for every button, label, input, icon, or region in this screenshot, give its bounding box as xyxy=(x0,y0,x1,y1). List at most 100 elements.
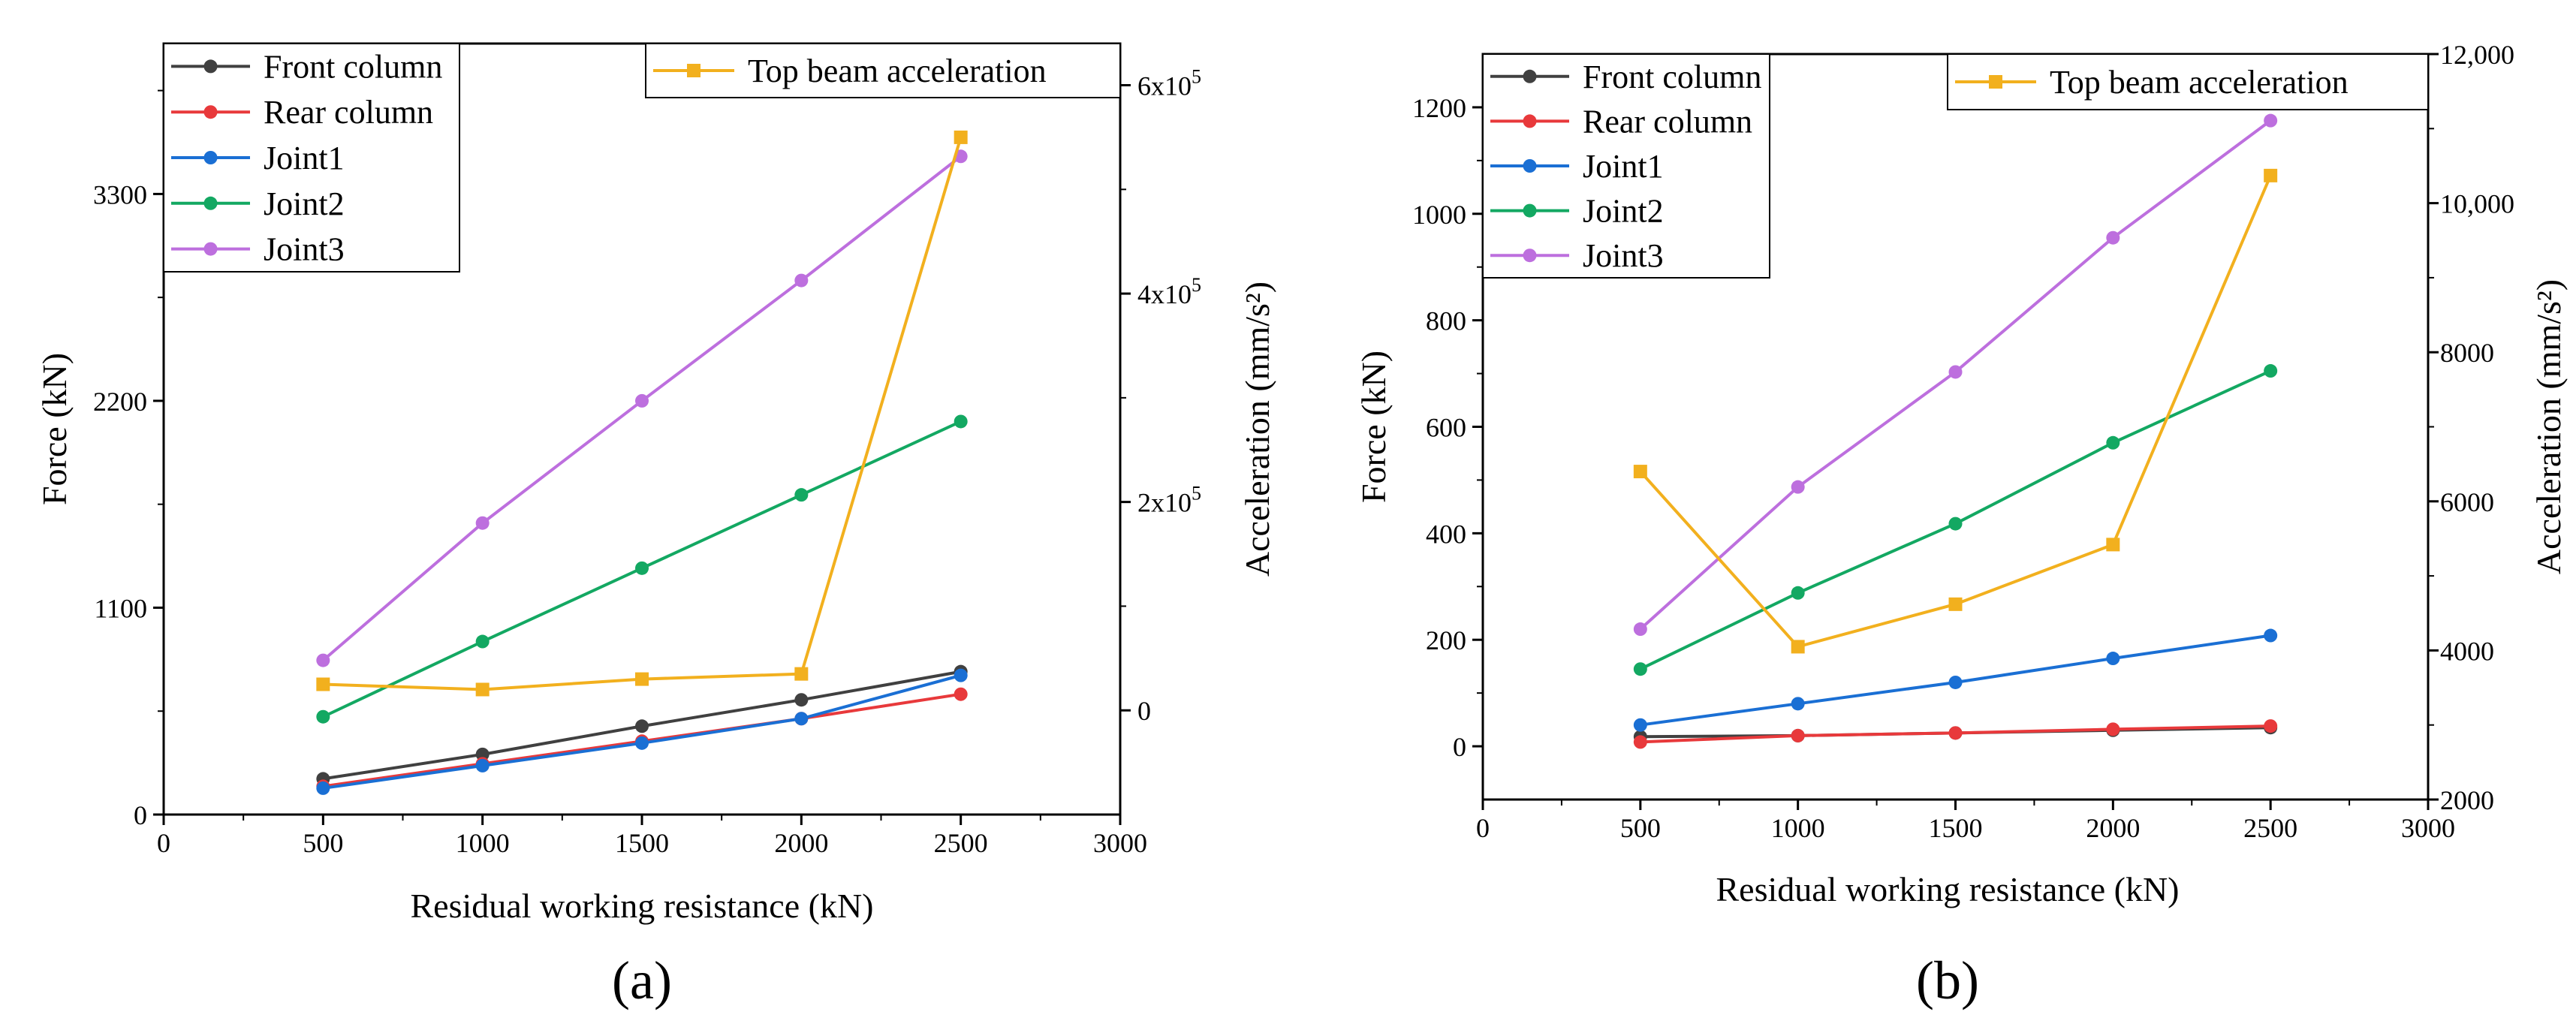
x-tick-label: 2500 xyxy=(934,828,988,858)
data-point xyxy=(2106,538,2120,552)
data-point xyxy=(794,273,809,288)
y2-axis-title: Acceleration (mm/s²) xyxy=(2529,279,2568,574)
data-point xyxy=(635,736,649,750)
data-point xyxy=(2106,722,2120,736)
x-axis-title: Residual working resistance (kN) xyxy=(410,887,873,925)
data-point xyxy=(635,393,649,408)
data-point xyxy=(2106,435,2120,450)
y2-tick-label: 6000 xyxy=(2440,487,2494,517)
legend-left: Front column Rear column Joint1 Joint2 Joint… xyxy=(163,43,460,273)
legend-right: Top beam acceleration xyxy=(645,43,1121,98)
series-top-beam-acceleration xyxy=(1633,168,2278,654)
data-point xyxy=(1633,622,1647,637)
legend-label: Joint2 xyxy=(1583,193,1664,230)
y-tick-label: 1100 xyxy=(94,593,147,623)
data-point xyxy=(316,653,330,667)
data-point xyxy=(316,709,330,724)
y2-tick-label: 4x105 xyxy=(1137,274,1201,309)
data-point xyxy=(794,667,809,681)
legend-swatch-marker xyxy=(1989,75,2002,89)
series-rear-column xyxy=(1633,719,2278,749)
data-point xyxy=(316,677,330,691)
data-point xyxy=(2264,719,2278,733)
legend-label: Top beam acceleration xyxy=(748,53,1047,89)
data-point xyxy=(1791,640,1805,654)
y2-tick-label: 0 xyxy=(1137,696,1151,726)
legend-label: Joint1 xyxy=(1583,148,1664,185)
data-point xyxy=(794,712,809,726)
series-joint2 xyxy=(1633,364,2278,676)
y-tick-label: 800 xyxy=(1426,306,1466,336)
data-point xyxy=(954,414,968,429)
y2-tick-label: 10,000 xyxy=(2440,189,2514,219)
legend-swatch-marker xyxy=(203,59,218,74)
x-tick-label: 0 xyxy=(157,828,170,858)
x-tick-label: 1500 xyxy=(615,828,669,858)
y2-tick-label: 8000 xyxy=(2440,338,2494,368)
chart-panel-1: 0 500 1000 1500 2000 2500 3000 0 1100 2200 3300 0 2x… xyxy=(35,42,1276,1010)
y2-tick-label: 4000 xyxy=(2440,636,2494,666)
legend-label: Front column xyxy=(1583,59,1761,95)
legend-label: Top beam acceleration xyxy=(2050,64,2349,101)
data-point xyxy=(1948,517,1963,531)
series-front-column xyxy=(316,664,968,786)
panel-label: (a) xyxy=(612,950,672,1010)
data-point xyxy=(1791,728,1805,742)
y2-tick-label: 2000 xyxy=(2440,785,2494,815)
data-point xyxy=(1948,726,1963,740)
data-point xyxy=(794,693,809,707)
panel-label: (b) xyxy=(1916,950,1979,1010)
data-point xyxy=(954,130,968,144)
series-joint1 xyxy=(1633,628,2278,732)
y-tick-label: 200 xyxy=(1426,625,1466,655)
data-point xyxy=(2264,364,2278,378)
data-point xyxy=(475,634,490,649)
x-tick-label: 2000 xyxy=(774,828,828,858)
legend-label: Rear column xyxy=(1583,103,1752,140)
x-tick-label: 500 xyxy=(303,828,343,858)
legend-swatch-marker xyxy=(1523,203,1537,218)
data-point xyxy=(1948,597,1963,611)
x-tick-label: 1000 xyxy=(456,828,510,858)
data-point xyxy=(954,668,968,682)
y-tick-label: 600 xyxy=(1426,413,1466,443)
y-tick-label: 2200 xyxy=(93,387,147,417)
legend-label: Joint3 xyxy=(264,231,345,268)
data-point xyxy=(1633,718,1647,732)
data-point xyxy=(475,758,490,773)
data-point xyxy=(316,781,330,795)
legend-label: Joint1 xyxy=(264,140,345,176)
y-tick-label: 400 xyxy=(1426,519,1466,549)
y-tick-label: 0 xyxy=(134,800,147,830)
legend-swatch-marker xyxy=(203,196,218,210)
data-point xyxy=(1948,675,1963,689)
series-top-beam-acceleration xyxy=(316,130,968,697)
x-axis-title: Residual working resistance (kN) xyxy=(1716,870,2179,908)
data-point xyxy=(1633,662,1647,676)
data-point xyxy=(1948,365,1963,379)
y-axis-title: Force (kN) xyxy=(1354,351,1393,503)
legend-swatch-marker xyxy=(203,105,218,119)
legend-swatch-marker xyxy=(1523,114,1537,128)
data-point xyxy=(2106,652,2120,666)
data-point xyxy=(1633,735,1647,749)
data-point xyxy=(954,687,968,701)
y2-axis-title: Acceleration (mm/s²) xyxy=(1238,282,1276,577)
y2-tick-label: 6x105 xyxy=(1137,66,1201,101)
x-tick-label: 3000 xyxy=(2401,813,2455,843)
y-tick-label: 1000 xyxy=(1412,200,1466,230)
legend-swatch-marker xyxy=(1523,159,1537,173)
series-joint1 xyxy=(316,668,968,795)
data-point xyxy=(2264,628,2278,643)
series-joint2 xyxy=(316,414,968,724)
legend-swatch-marker xyxy=(687,64,700,77)
x-tick-label: 0 xyxy=(1476,813,1490,843)
data-point xyxy=(475,516,490,530)
x-tick-label: 2000 xyxy=(2086,813,2140,843)
legend-swatch-marker xyxy=(203,242,218,256)
data-point xyxy=(794,488,809,502)
legend-label: Joint2 xyxy=(264,185,345,222)
legend-swatch-marker xyxy=(1523,69,1537,83)
y-tick-label: 3300 xyxy=(93,179,147,209)
data-point xyxy=(475,682,490,697)
